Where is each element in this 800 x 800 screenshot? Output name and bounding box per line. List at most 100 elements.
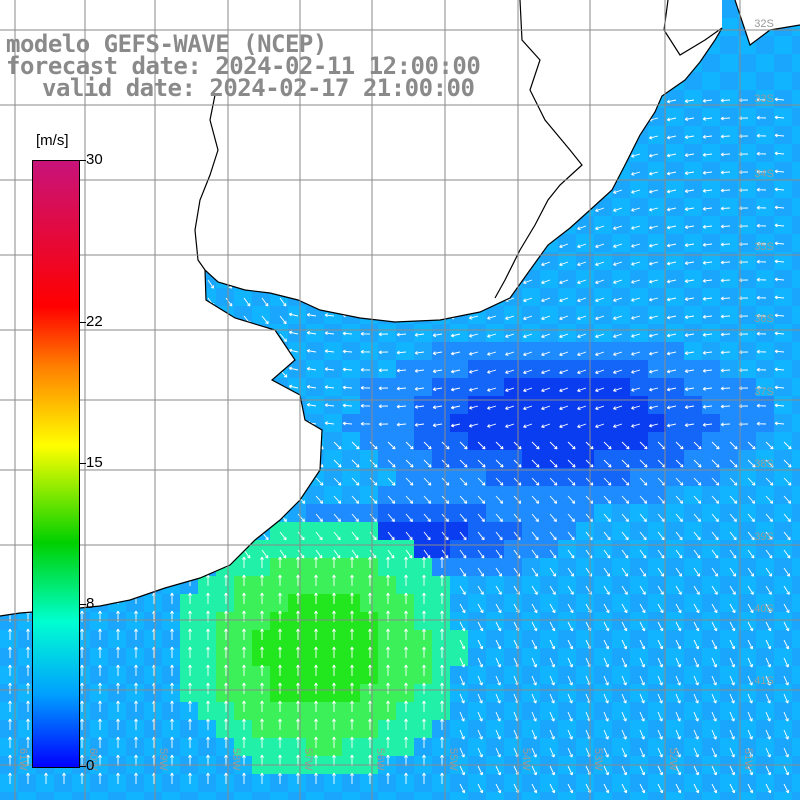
field-cell [792, 252, 800, 270]
wind-arrow [360, 403, 371, 408]
wind-arrow [666, 423, 677, 428]
field-cell [612, 684, 630, 702]
field-cell [342, 378, 360, 396]
field-cell [630, 594, 648, 612]
wind-arrow [134, 736, 138, 748]
wind-arrow [495, 477, 504, 486]
field-cell [414, 720, 432, 738]
wind-arrow [774, 313, 785, 318]
field-cell [702, 162, 720, 180]
field-cell [630, 234, 648, 252]
wind-arrow [595, 387, 605, 393]
field-cell [306, 612, 324, 630]
wind-arrow [423, 495, 432, 504]
field-cell [108, 738, 126, 756]
wind-arrow [720, 404, 731, 409]
wind-arrow [621, 693, 627, 704]
field-cell [774, 72, 792, 90]
field-cell [198, 792, 216, 800]
wind-arrow [675, 711, 681, 722]
wind-arrow [711, 675, 717, 686]
field-cell [684, 126, 702, 144]
wind-arrow [666, 279, 677, 284]
field-cell [360, 342, 378, 360]
wind-arrow [595, 351, 605, 357]
field-cell [756, 378, 774, 396]
wind-arrow [505, 315, 515, 320]
wind-arrow [440, 646, 444, 658]
wind-arrow [603, 711, 609, 722]
field-cell [702, 414, 720, 432]
field-cell [792, 666, 800, 684]
wind-arrow [702, 170, 713, 175]
wind-arrow [477, 495, 486, 504]
wind-arrow [675, 729, 681, 740]
wind-arrow [729, 603, 736, 614]
field-cell [522, 792, 540, 800]
field-cell [684, 612, 702, 630]
wind-arrow [595, 369, 605, 375]
field-cell [252, 558, 270, 576]
wind-arrow [386, 682, 390, 694]
wind-arrow [80, 754, 84, 766]
field-cell [180, 648, 198, 666]
field-cell [450, 684, 468, 702]
wind-arrow [549, 459, 558, 468]
wind-arrow [306, 312, 317, 317]
field-cell [324, 360, 342, 378]
field-cell [630, 522, 648, 540]
field-cell [702, 90, 720, 108]
field-cell [360, 360, 378, 378]
field-cell [792, 144, 800, 162]
field-cell [666, 180, 684, 198]
field-cell [558, 666, 576, 684]
field-cell [468, 738, 486, 756]
field-cell [90, 612, 108, 630]
field-cell [216, 648, 234, 666]
field-cell [504, 378, 522, 396]
field-cell [774, 90, 792, 108]
wind-arrow [404, 664, 408, 676]
wind-arrow [702, 404, 713, 409]
field-cell [450, 414, 468, 432]
field-cell [792, 18, 800, 36]
field-cell [540, 522, 558, 540]
field-cell [720, 162, 738, 180]
wind-arrow [523, 369, 533, 375]
field-cell [576, 648, 594, 666]
field-cell [558, 288, 576, 306]
field-cell [684, 234, 702, 252]
field-cell [576, 360, 594, 378]
wind-arrow [657, 765, 664, 776]
field-cell [522, 414, 540, 432]
wind-arrow [422, 592, 426, 604]
field-cell [738, 108, 756, 126]
field-cell [504, 684, 522, 702]
field-cell [720, 0, 738, 18]
wind-arrow [720, 368, 731, 373]
field-cell [738, 576, 756, 594]
field-cell [486, 342, 504, 360]
field-cell [774, 270, 792, 288]
field-cell [162, 738, 180, 756]
field-cell [720, 648, 738, 666]
field-cell [684, 738, 702, 756]
wind-arrow [621, 585, 628, 595]
field-cell [558, 630, 576, 648]
field-cell [558, 270, 576, 288]
wind-arrow [631, 171, 641, 176]
field-cell [576, 702, 594, 720]
wind-arrow [765, 603, 772, 614]
wind-arrow [711, 711, 717, 722]
wind-arrow [288, 384, 299, 389]
wind-arrow [613, 315, 623, 320]
field-cell [576, 792, 594, 800]
field-cell [576, 306, 594, 324]
wind-arrow [505, 423, 515, 428]
wind-arrow [747, 693, 753, 704]
wind-arrow [288, 330, 299, 335]
wind-arrow [350, 592, 354, 604]
field-cell [792, 270, 800, 288]
field-cell [234, 576, 252, 594]
